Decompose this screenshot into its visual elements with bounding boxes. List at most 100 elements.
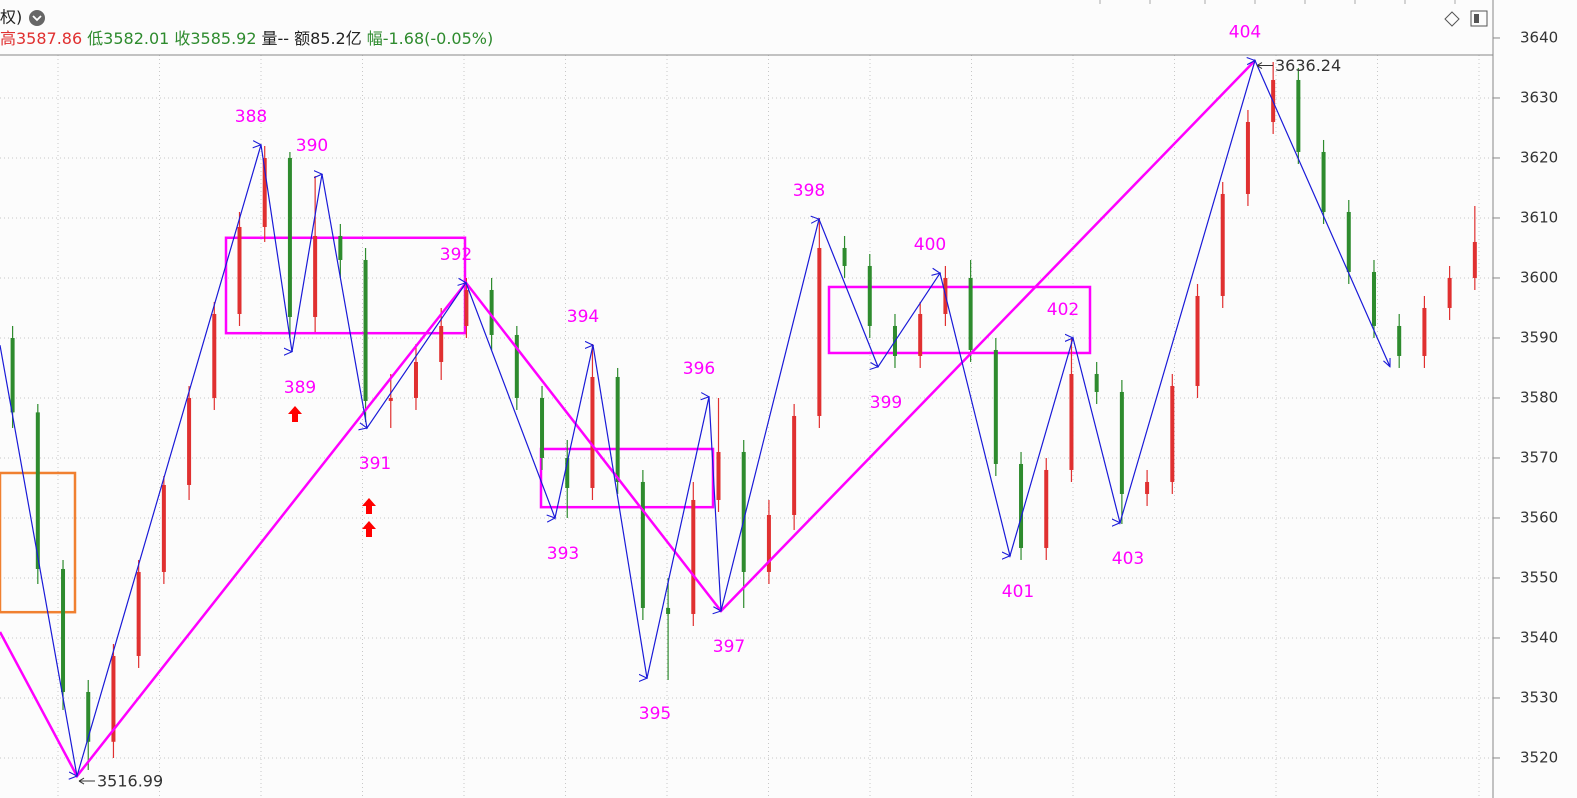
candle-body [464,289,469,326]
candle-body [1220,193,1225,296]
wave-label: 404 [1229,23,1261,43]
candle-body [615,376,620,482]
candle-body [1069,373,1074,470]
candle-body [741,451,746,572]
candle-body [540,397,545,458]
candle-body [1346,211,1351,272]
wave-label: 395 [639,704,671,724]
candle-body [10,337,15,413]
y-tick-label: 3570 [1520,448,1558,466]
candle-body [1044,469,1049,548]
quote-item: 额85.2亿 [294,29,362,48]
wave-label: 394 [567,307,599,327]
candle-body [1397,325,1402,356]
candle-body [313,235,318,317]
candle-body [61,568,66,692]
candle-body [439,325,444,362]
wave-label: 397 [713,637,745,657]
wave-label: 398 [793,181,825,201]
candle-body [363,259,368,401]
wave-label: 396 [683,359,715,379]
candle-body [1119,391,1124,494]
wave-label: 390 [296,136,328,156]
y-tick-label: 3550 [1520,568,1558,586]
candle-body [1019,463,1024,548]
wave-label: 402 [1047,300,1079,320]
wave-label: 388 [235,107,267,127]
candle-body [1371,271,1376,326]
wave-label: 393 [547,544,579,564]
candle-body [187,397,192,485]
quote-item: 低3582.01 [87,29,169,48]
y-tick-label: 3630 [1520,88,1558,106]
plot: 388 389 390 391 392 393 394 395 396 397 398 399 400 4… [0,23,1477,791]
candle-body [388,397,393,401]
candle-body [691,499,696,614]
extreme-pointer [1256,62,1273,69]
candle-body [1245,121,1250,194]
candle-body [640,481,645,608]
candle-body [666,607,671,614]
wave-label: 400 [914,235,946,255]
zigzag-line [0,61,1390,777]
extreme-pointer [78,777,95,785]
wave-label: 403 [1112,549,1144,569]
candle-body [413,361,418,398]
y-tick-label: 3620 [1520,148,1558,166]
candle-body [1422,307,1427,356]
candle-body [867,265,872,326]
candle-body [817,247,822,416]
candle-body [1296,79,1301,152]
y-tick-label: 3640 [1520,28,1558,46]
diamond-icon[interactable] [1444,11,1460,27]
candle-body [1094,373,1099,392]
candle-body [1447,277,1452,308]
candle-body [338,235,343,260]
candle-body [968,277,973,350]
header-prefix: 权) [0,8,22,27]
extreme-value: 3516.99 [97,772,163,791]
y-tick-label: 3530 [1520,688,1558,706]
candle-body [1145,481,1150,494]
candle-body [212,313,217,398]
extreme-value: 3636.24 [1275,56,1341,75]
candle-body [136,571,141,656]
quote-item: 幅-1.68(-0.05%) [367,29,494,48]
candle-body [716,451,721,500]
candle-body [237,226,242,314]
wave-label: 399 [870,393,902,413]
candle-body [590,376,595,488]
candle-body [1195,295,1200,386]
candle-body [993,349,998,464]
candle-body [1170,385,1175,482]
candle-body [792,415,797,515]
signal-arrows [288,406,376,537]
y-tick-label: 3600 [1520,268,1558,286]
wave-label: 391 [359,454,391,474]
candle-body [1472,241,1477,278]
quote-item: 量-- [262,29,290,48]
panel-icon[interactable] [1470,10,1488,27]
y-tick-label: 3520 [1520,748,1558,766]
quote-line: 高3587.86 低3582.01 收3585.92 量-- 额85.2亿 幅-1.68(… [0,29,493,48]
y-tick-label: 3580 [1520,388,1558,406]
dropdown-icon[interactable] [29,10,45,26]
candle-body [287,157,292,317]
y-tick-label: 3590 [1520,328,1558,346]
wave-label: 401 [1002,582,1034,602]
candle-body [35,412,40,569]
candle-body [1321,151,1326,212]
dropdown-chevron [32,15,42,22]
quote-item: 收3585.92 [174,29,256,48]
y-tick-label: 3540 [1520,628,1558,646]
candle-body [161,484,166,572]
quote-item: 高3587.86 [0,29,82,48]
candle-body [842,247,847,266]
y-tick-label: 3610 [1520,208,1558,226]
wave-label: 392 [440,245,472,265]
top-ruler [1099,0,1456,4]
wave-label: 389 [284,378,316,398]
candle-body [918,313,923,356]
y-tick-label: 3560 [1520,508,1558,526]
